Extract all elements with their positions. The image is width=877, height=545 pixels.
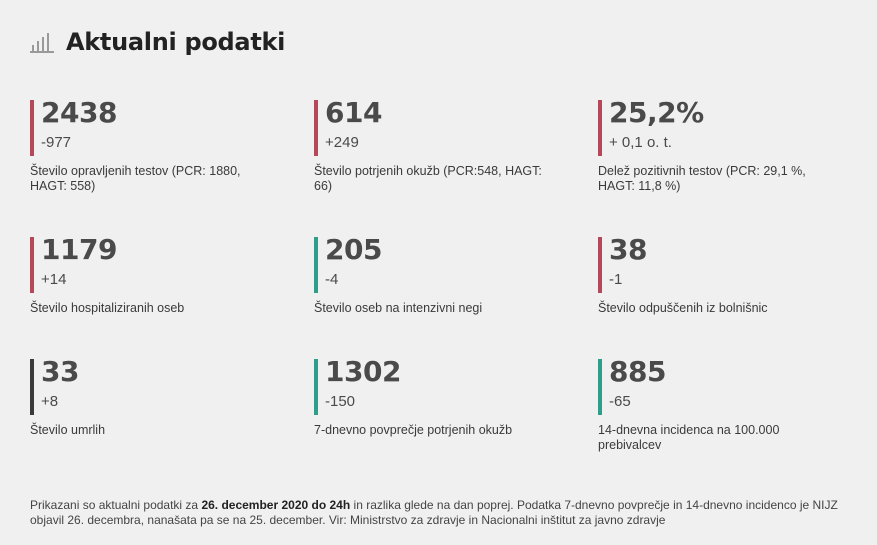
stat-color-bar: [314, 237, 318, 293]
section-header: Aktualni podatki: [30, 28, 285, 56]
stat-value: 1179: [41, 233, 117, 266]
stat-change: +8: [41, 393, 59, 410]
stat-value: 33: [41, 355, 79, 388]
stat-label: Število oseb na intenzivni negi: [314, 301, 483, 315]
page-title: Aktualni podatki: [66, 28, 286, 56]
stat-label: Delež pozitivnih testov (PCR: 29,1 %, HA…: [598, 164, 806, 193]
stat-color-bar: [314, 100, 318, 156]
stat-value: 614: [325, 96, 382, 129]
stat-change: + 0,1 o. t.: [609, 134, 672, 151]
footer-note: Prikazani so aktualni podatki za 26. dec…: [30, 498, 850, 528]
stat-change: -1: [609, 271, 623, 288]
stat-change: -977: [41, 134, 72, 151]
stat-value: 25,2%: [609, 96, 704, 129]
stat-color-bar: [30, 100, 34, 156]
stat-label: Število hospitaliziranih oseb: [30, 301, 185, 315]
bar-chart-icon: [30, 31, 54, 53]
stat-change: -4: [325, 271, 339, 288]
stat-color-bar: [598, 100, 602, 156]
stat-value: 205: [325, 233, 382, 266]
stat-label: 14-dnevna incidenca na 100.000 prebivalc…: [598, 423, 780, 452]
stat-value: 885: [609, 355, 666, 388]
stat-change: -65: [609, 393, 631, 410]
stat-label: 7-dnevno povprečje potrjenih okužb: [314, 423, 513, 437]
stat-color-bar: [598, 237, 602, 293]
stat-color-bar: [30, 237, 34, 293]
stat-color-bar: [30, 359, 34, 415]
stat-label: Število odpuščenih iz bolnišnic: [598, 301, 768, 315]
footer-date: 26. december 2020 do 24h: [201, 498, 351, 512]
stat-label: Število umrlih: [30, 423, 106, 437]
stat-color-bar: [314, 359, 318, 415]
stat-change: +249: [325, 134, 359, 151]
stat-value: 1302: [325, 355, 401, 388]
footer-suffix: in razlika glede na dan poprej. Podatka …: [30, 498, 838, 527]
stat-value: 2438: [41, 96, 117, 129]
stat-label: Število potrjenih okužb (PCR:548, HAGT: …: [314, 164, 542, 193]
stat-change: -150: [325, 393, 356, 410]
stat-color-bar: [598, 359, 602, 415]
footer-prefix: Prikazani so aktualni podatki za: [30, 498, 202, 512]
stat-change: +14: [41, 271, 67, 288]
stat-label: Število opravljenih testov (PCR: 1880, H…: [30, 164, 241, 193]
stat-value: 38: [609, 233, 647, 266]
